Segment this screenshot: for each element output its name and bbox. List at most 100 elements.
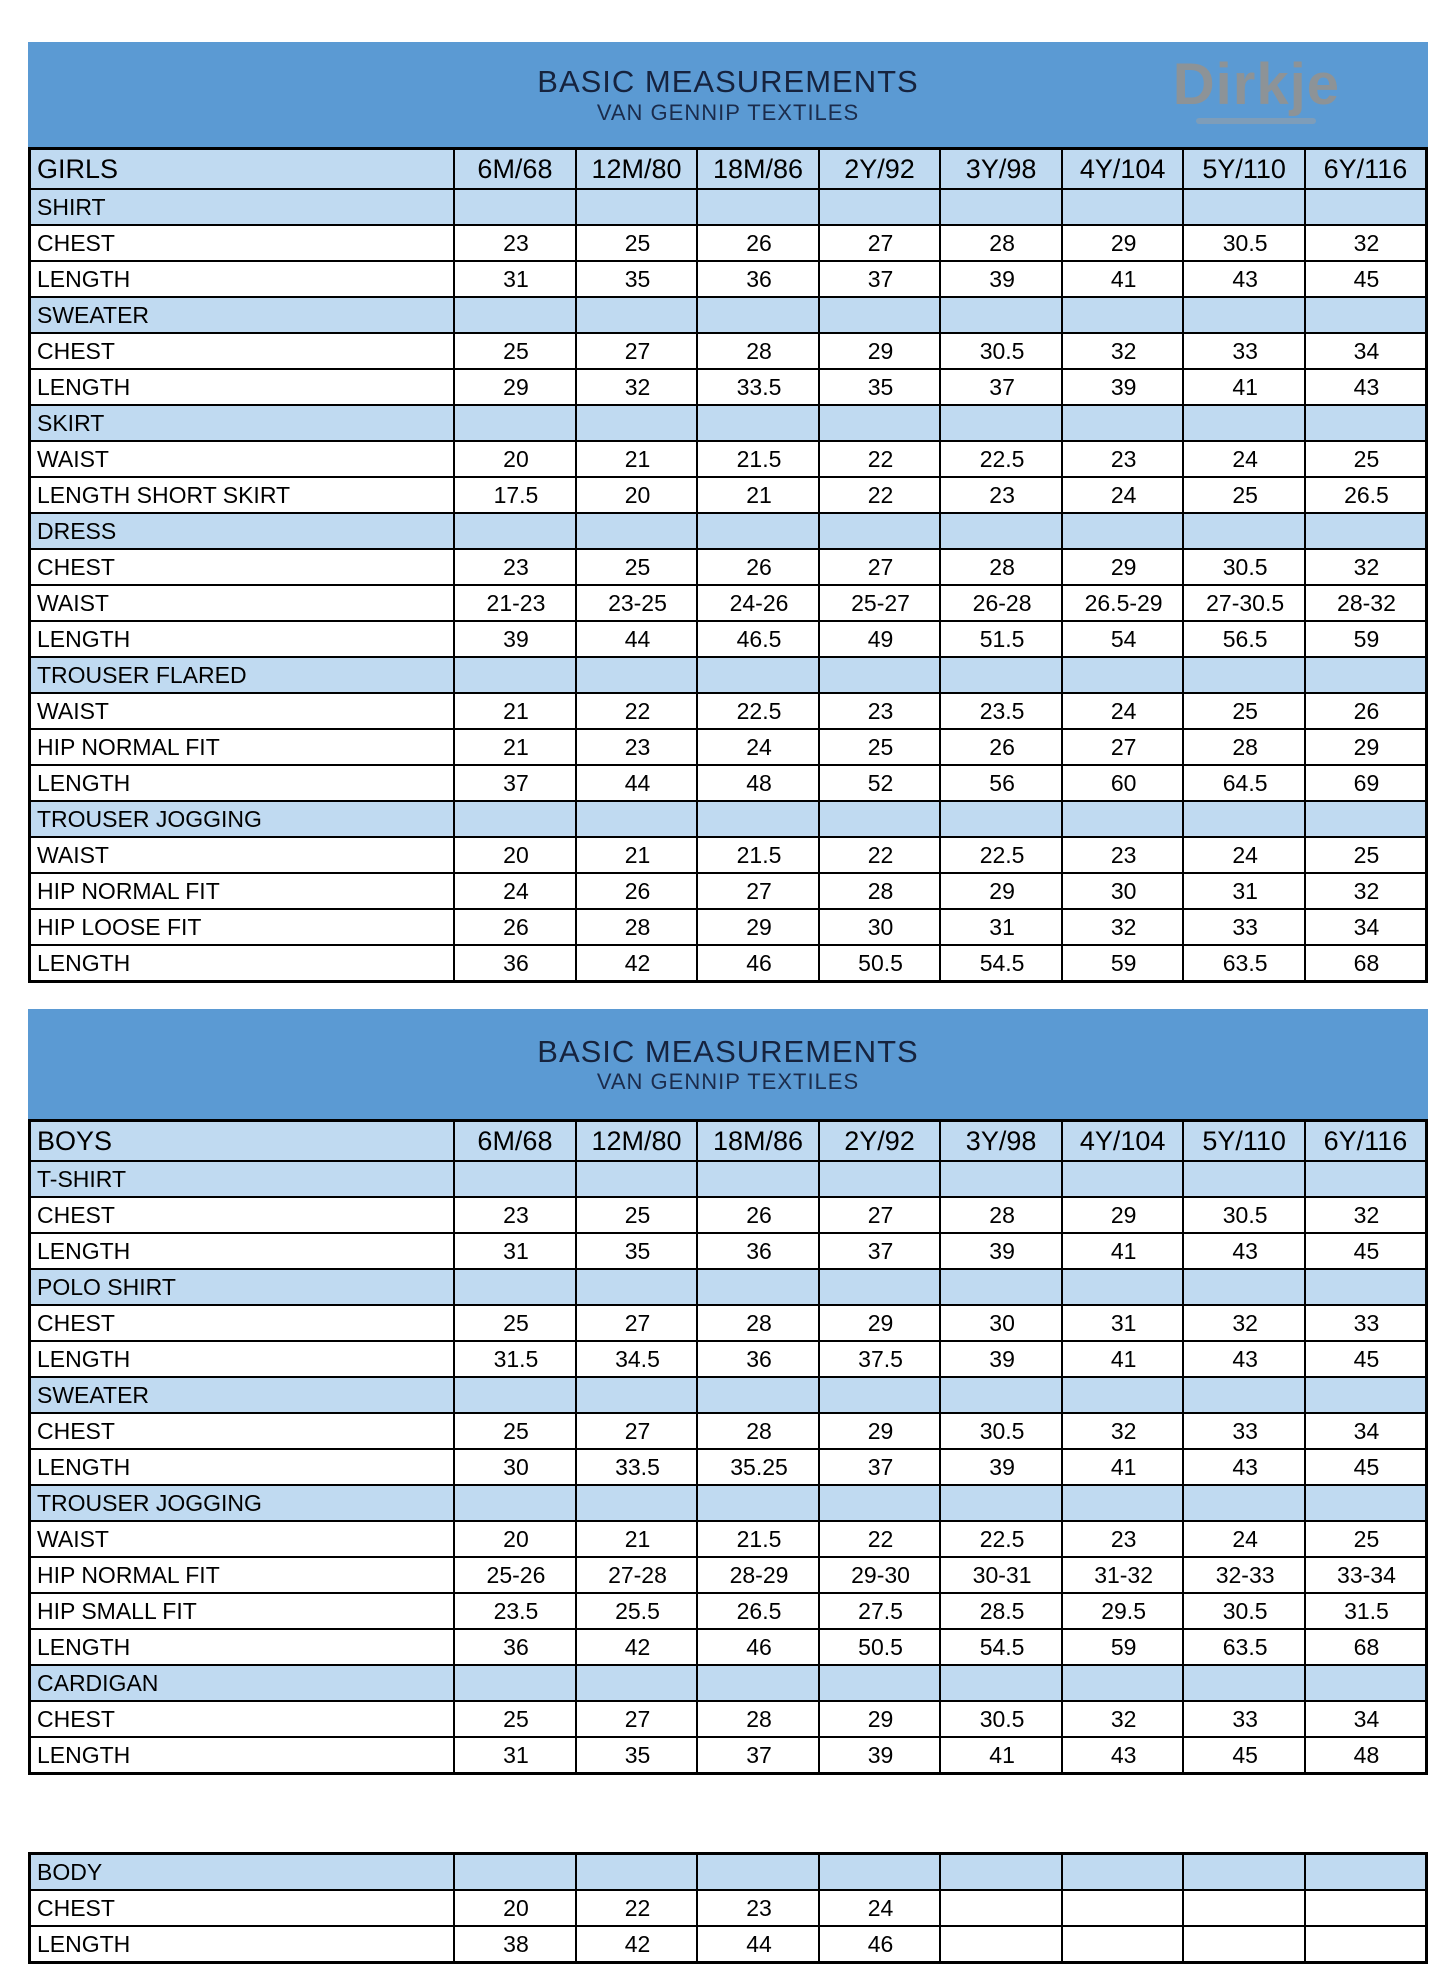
measurement-value: 44	[696, 1925, 820, 1964]
size-column-header: 6Y/116	[1303, 147, 1428, 190]
measurement-value: 25	[574, 1196, 699, 1234]
measurement-value: 32	[574, 368, 699, 406]
section-empty-cell	[1303, 512, 1428, 550]
section-empty-cell	[939, 1160, 1063, 1198]
measurement-row: LENGTH 36 42 46 50.5 54.5 59 63.5 68	[28, 944, 1428, 983]
measurement-row: WAIST 21 22 22.5 23 23.5 24 25 26	[28, 692, 1428, 730]
measurement-value: 28	[1182, 728, 1306, 766]
measurement-value: 31	[453, 260, 577, 298]
measurement-value: 27	[574, 1700, 699, 1738]
measurement-value: 30	[817, 908, 942, 946]
measurement-value: 21	[453, 728, 577, 766]
measurement-label: CHEST	[28, 1304, 456, 1342]
section-empty-cell	[939, 296, 1063, 334]
section-row-t-shirt: T-SHIRT	[28, 1160, 1428, 1198]
size-column-header: 12M/80	[574, 147, 699, 190]
document-title: BASIC MEASUREMENTS	[537, 64, 919, 100]
measurement-value: 37	[817, 1232, 942, 1270]
measurement-value: 25	[574, 548, 699, 586]
measurement-row: HIP NORMAL FIT 21 23 24 25 26 27 28 29	[28, 728, 1428, 766]
measurement-value: 34	[1303, 1412, 1428, 1450]
measurement-value: 27	[574, 332, 699, 370]
measurement-value: 24	[817, 1889, 942, 1927]
document-subtitle: VAN GENNIP TEXTILES	[596, 1069, 860, 1095]
section-empty-cell	[696, 656, 820, 694]
section-empty-cell	[1303, 1484, 1428, 1522]
measurement-value: 29	[696, 908, 820, 946]
section-empty-cell	[1060, 296, 1185, 334]
section-empty-cell	[817, 512, 942, 550]
measurement-value: 41	[1182, 368, 1306, 406]
measurement-row: LENGTH 31 35 36 37 39 41 43 45	[28, 260, 1428, 298]
measurement-label: CHEST	[28, 332, 456, 370]
section-label: SWEATER	[28, 1376, 456, 1414]
section-label: SWEATER	[28, 296, 456, 334]
section-empty-cell	[696, 404, 820, 442]
measurement-value: 33	[1182, 332, 1306, 370]
section-empty-cell	[1182, 296, 1306, 334]
measurement-value	[939, 1889, 1063, 1927]
size-column-header: 6M/68	[453, 1119, 577, 1162]
measurement-value: 37	[453, 764, 577, 802]
measurement-value: 26	[696, 224, 820, 262]
measurement-value: 28	[817, 872, 942, 910]
measurement-value: 33	[1182, 1700, 1306, 1738]
section-empty-cell	[1182, 800, 1306, 838]
measurement-value: 30	[453, 1448, 577, 1486]
section-label: TROUSER JOGGING	[28, 1484, 456, 1522]
measurement-value: 33	[1303, 1304, 1428, 1342]
measurement-value: 32	[1303, 548, 1428, 586]
measurement-value: 23	[1060, 1520, 1185, 1558]
measurement-label: HIP NORMAL FIT	[28, 872, 456, 910]
measurement-value: 20	[453, 1520, 577, 1558]
measurement-value: 29	[817, 1412, 942, 1450]
section-empty-cell	[939, 1664, 1063, 1702]
measurement-value: 69	[1303, 764, 1428, 802]
measurement-label: CHEST	[28, 224, 456, 262]
measurement-label: LENGTH	[28, 1340, 456, 1378]
section-empty-cell	[574, 1160, 699, 1198]
measurement-value: 30	[939, 1304, 1063, 1342]
measurement-value: 25	[1303, 440, 1428, 478]
section-label: TROUSER FLARED	[28, 656, 456, 694]
measurement-row: HIP NORMAL FIT 25-26 27-28 28-29 29-30 30-31 3…	[28, 1556, 1428, 1594]
section-empty-cell	[939, 1268, 1063, 1306]
measurement-value: 26	[1303, 692, 1428, 730]
measurement-value	[939, 1925, 1063, 1964]
measurement-value: 25-26	[453, 1556, 577, 1594]
section-label: POLO SHIRT	[28, 1268, 456, 1306]
measurement-value: 41	[939, 1736, 1063, 1775]
section-empty-cell	[1060, 1664, 1185, 1702]
measurement-value: 22	[817, 836, 942, 874]
measurement-label: HIP NORMAL FIT	[28, 728, 456, 766]
section-empty-cell	[696, 296, 820, 334]
measurement-label: LENGTH SHORT SKIRT	[28, 476, 456, 514]
measurement-row: LENGTH SHORT SKIRT 17.5 20 21 22 23 24 25 26.5	[28, 476, 1428, 514]
section-label: DRESS	[28, 512, 456, 550]
section-empty-cell	[1182, 404, 1306, 442]
empty-header-cell	[939, 1852, 1063, 1891]
measurement-value: 32	[1182, 1304, 1306, 1342]
measurement-value: 32-33	[1182, 1556, 1306, 1594]
measurement-value: 43	[1303, 368, 1428, 406]
measurement-value: 25	[1182, 692, 1306, 730]
measurement-value: 22.5	[696, 692, 820, 730]
size-column-header: 4Y/104	[1060, 147, 1185, 190]
measurement-row: CHEST 23 25 26 27 28 29 30.5 32	[28, 548, 1428, 586]
section-empty-cell	[817, 1484, 942, 1522]
measurement-value: 39	[1060, 368, 1185, 406]
measurement-row: LENGTH 29 32 33.5 35 37 39 41 43	[28, 368, 1428, 406]
measurement-value: 27	[1060, 728, 1185, 766]
measurement-value: 25	[817, 728, 942, 766]
measurement-value: 31	[453, 1736, 577, 1775]
measurement-label: LENGTH	[28, 260, 456, 298]
measurement-value: 45	[1303, 1448, 1428, 1486]
empty-header-cell	[1182, 1852, 1306, 1891]
section-empty-cell	[1303, 1160, 1428, 1198]
boys-header-band: BASIC MEASUREMENTS VAN GENNIP TEXTILES	[28, 1009, 1428, 1119]
measurement-value: 29	[817, 1700, 942, 1738]
measurement-value: 29	[1060, 548, 1185, 586]
section-empty-cell	[1060, 188, 1185, 226]
measurement-value: 44	[574, 764, 699, 802]
measurement-value: 42	[574, 1925, 699, 1964]
